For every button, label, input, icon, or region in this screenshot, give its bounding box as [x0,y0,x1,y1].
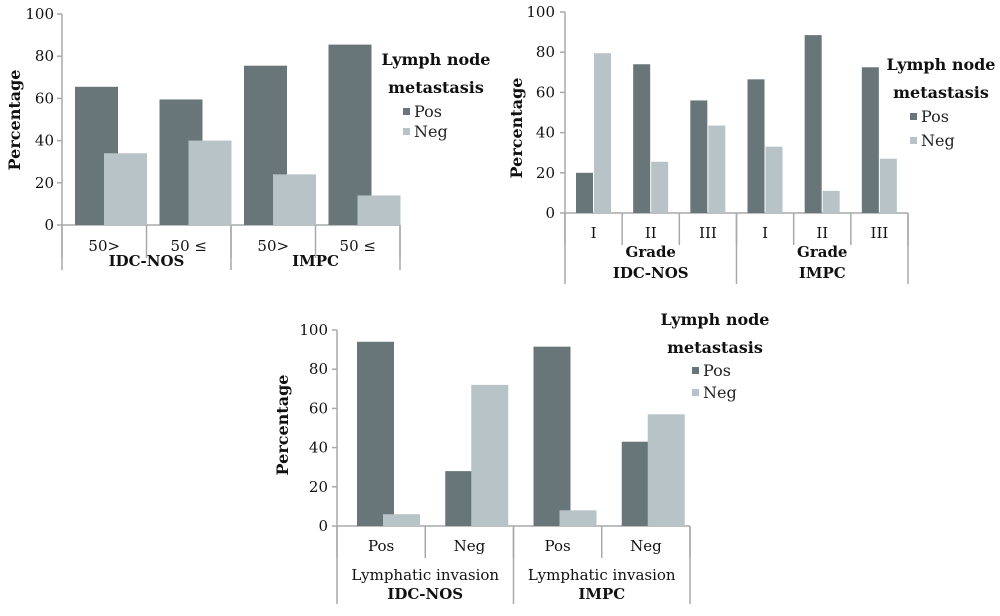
bar-pos [633,64,651,213]
y-tick-label: 40 [35,132,54,150]
bar-pos [747,79,765,214]
bar-pos [804,35,822,213]
y-axis-label: Percentage [5,70,24,171]
bar-pos [690,100,708,213]
group-label: IMPC [292,252,339,270]
x-category-label: Pos [368,537,394,555]
group-sublabel: Grade [626,243,676,261]
legend-swatch-neg [910,137,917,144]
y-tick-label: 100 [25,5,54,23]
y-tick-label: 40 [309,439,328,457]
y-tick-label: 20 [35,174,54,192]
group-label: IDC-NOS [387,585,463,603]
y-tick-label: 100 [299,321,328,339]
legend-label-neg: Neg [414,122,448,141]
x-category-label: Pos [545,537,571,555]
legend-label-pos: Pos [414,102,442,121]
x-category-label: 50 ≤ [340,237,376,255]
y-tick-label: 0 [44,216,54,234]
bar-neg [879,158,897,213]
bar-neg [765,146,783,213]
legend-label-pos: Pos [703,361,731,380]
x-category-label: Neg [454,537,486,555]
legend-swatch-pos [692,367,699,374]
bar-pos [861,67,879,214]
legend-swatch-neg [403,128,410,135]
y-tick-label: 80 [536,43,555,61]
legend-swatch-neg [692,389,699,396]
bar-pos [533,346,571,526]
y-tick-label: 100 [526,3,555,21]
y-tick-label: 60 [309,399,328,417]
group-sublabel: Grade [797,243,847,261]
group-sublabel: Lymphatic invasion [351,566,499,584]
bar-neg [104,153,147,225]
x-category-label: 50> [88,237,120,255]
group-sublabel: Lymphatic invasion [528,566,676,584]
x-category-label: I [762,224,768,242]
legend-label-neg: Neg [703,383,737,402]
y-tick-label: 60 [536,83,555,101]
bar-pos [576,172,593,213]
y-axis-label: Percentage [273,375,292,476]
legend-swatch-pos [403,108,410,115]
y-tick-label: 80 [309,360,328,378]
bar-neg [822,190,840,213]
bar-pos [357,341,394,526]
bar-neg [383,514,420,526]
group-label: IDC-NOS [109,252,185,270]
bar-neg [188,140,232,225]
legend-swatch-pos [910,113,917,120]
legend-title: Lymph node [382,50,491,69]
bar-neg [708,125,726,213]
x-category-label: Neg [630,537,662,555]
legend-title: Lymph node [661,310,770,329]
x-category-label: 50> [257,237,289,255]
legend-title: metastasis [667,338,763,357]
y-tick-label: 80 [35,47,54,65]
y-tick-label: 20 [536,164,555,182]
x-category-label: II [816,224,828,242]
bar-neg [594,53,611,213]
y-tick-label: 20 [309,478,328,496]
x-category-label: III [871,224,889,242]
legend-label-neg: Neg [921,131,955,150]
legend-title: metastasis [388,78,484,97]
y-tick-label: 0 [318,517,328,535]
bar-neg [559,510,597,526]
bar-neg [357,195,401,225]
y-tick-label: 60 [35,89,54,107]
group-label: IMPC [799,264,846,282]
bar-pos [328,44,372,225]
legend-title: Lymph node [887,55,996,74]
legend-title: metastasis [893,83,989,102]
group-label: IDC-NOS [613,264,689,282]
x-category-label: III [699,224,717,242]
bar-neg [651,161,669,213]
bar-neg [471,384,509,526]
group-label: IMPC [578,585,625,603]
bar-neg [647,414,685,526]
x-category-label: II [645,224,657,242]
y-axis-label: Percentage [507,78,526,179]
chart-3: 0 20 40 60 80 100 Percentage Pos Neg Pos Neg Lympha… [273,310,769,604]
legend-label-pos: Pos [921,107,949,126]
bar-neg [273,174,316,225]
x-category-label: 50 ≤ [171,237,207,255]
y-tick-label: 0 [545,204,555,222]
y-tick-label: 40 [536,124,555,142]
x-category-label: I [591,224,597,242]
